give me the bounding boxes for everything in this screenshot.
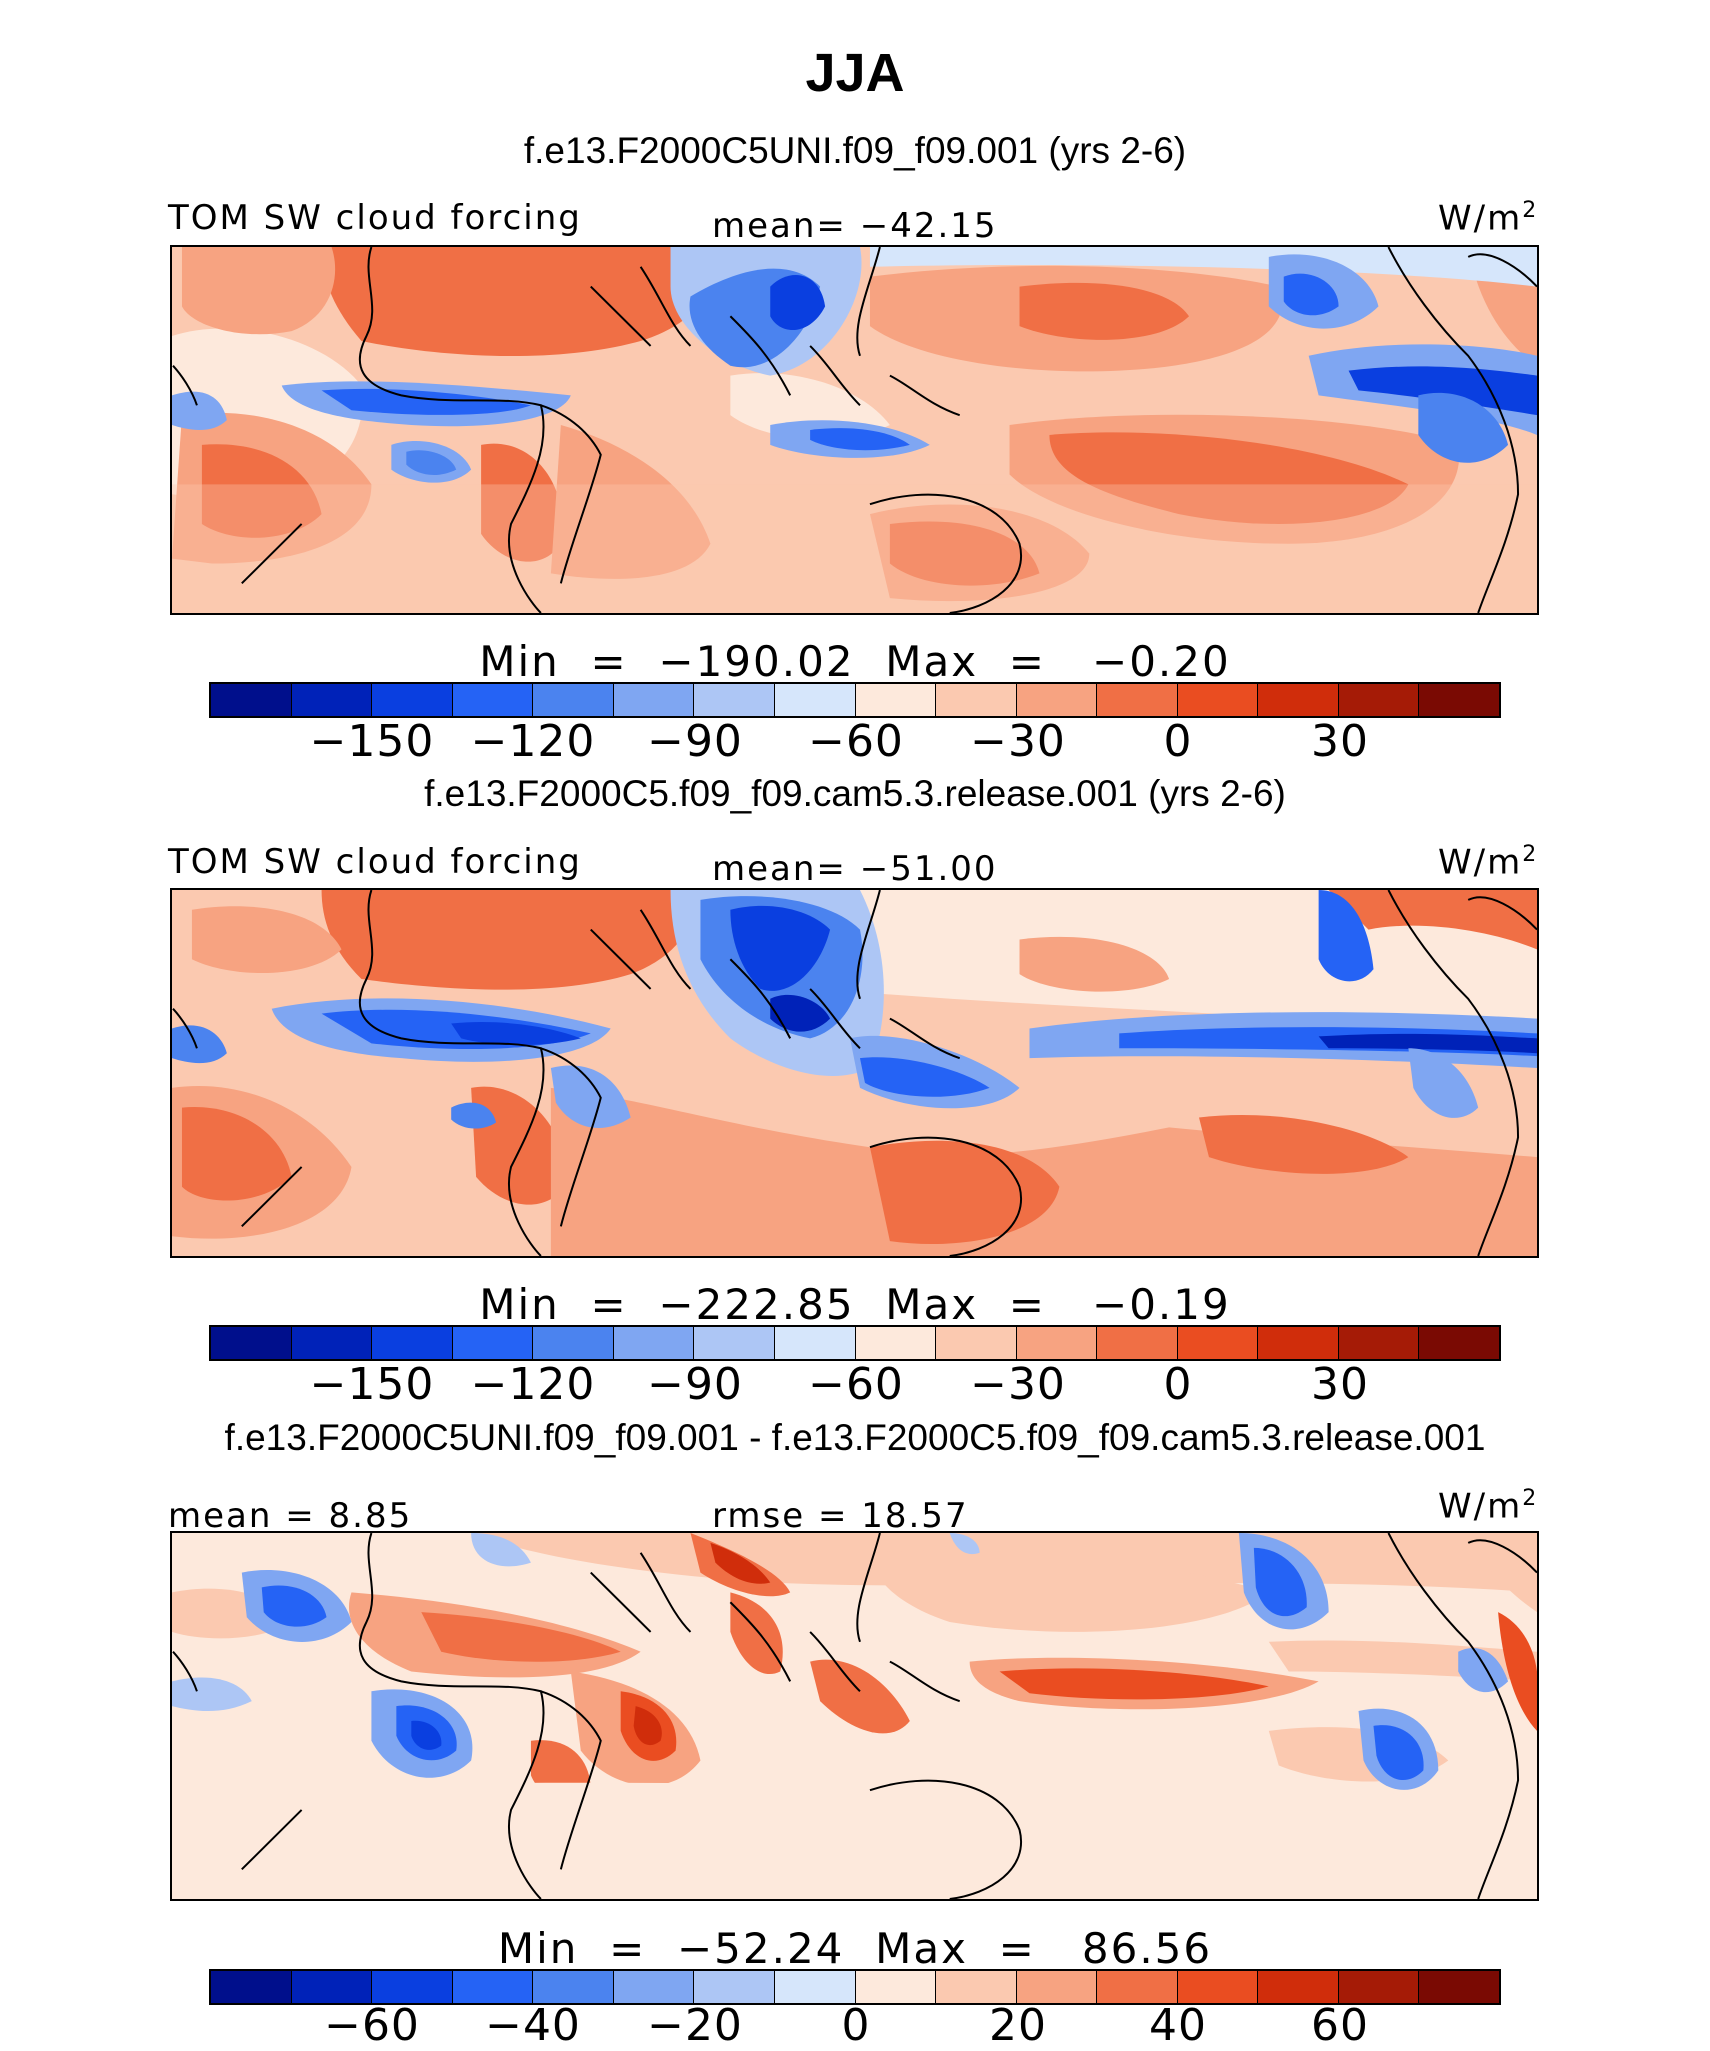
panel-3-tick: 40 — [1149, 2000, 1207, 2051]
panel-2-min-max: Min = −222.85 Max = −0.19 — [479, 1280, 1231, 1329]
colorbar-swatch — [936, 684, 1017, 716]
panel-3-min-max: Min = −52.24 Max = 86.56 — [497, 1924, 1213, 1973]
panel-1-tick: −90 — [647, 716, 743, 767]
colorbar-swatch — [1097, 1327, 1178, 1359]
colorbar-swatch — [1177, 1971, 1259, 2003]
panel-3-tick: 60 — [1311, 2000, 1369, 2051]
colorbar-swatch — [291, 1327, 373, 1359]
colorbar-swatch — [291, 1971, 373, 2003]
colorbar-swatch — [211, 1971, 292, 2003]
colorbar-swatch — [533, 1971, 614, 2003]
panel-2-units: W/m2 — [1438, 842, 1539, 883]
colorbar-swatch — [1097, 1971, 1178, 2003]
panel-3-tick: −20 — [647, 2000, 743, 2051]
panel-2-tick: 0 — [1163, 1359, 1193, 1410]
panel-2-tick: 30 — [1311, 1359, 1369, 1410]
panel-2-mean-label: mean= −51.00 — [712, 849, 998, 889]
colorbar-swatch — [1338, 1971, 1420, 2003]
panel-2-tick: −150 — [309, 1359, 435, 1410]
panel-1-units: W/m2 — [1438, 198, 1539, 239]
colorbar-swatch — [1338, 684, 1420, 716]
panel-2-tick: −120 — [470, 1359, 596, 1410]
colorbar-swatch — [613, 1971, 695, 2003]
panel-1-map-field — [172, 247, 1537, 613]
panel-1-min-max: Min = −190.02 Max = −0.20 — [479, 637, 1231, 686]
panel-2-tick: −60 — [808, 1359, 904, 1410]
panel-3-map-field — [172, 1533, 1537, 1899]
colorbar-swatch — [774, 1327, 856, 1359]
panel-3-tick: −40 — [485, 2000, 581, 2051]
colorbar-swatch — [452, 1327, 534, 1359]
panel-3-rmse-label: rmse = 18.57 — [712, 1496, 969, 1536]
colorbar-swatch — [774, 1971, 856, 2003]
colorbar-swatch — [1016, 1971, 1098, 2003]
colorbar-swatch — [694, 684, 775, 716]
panel-3-units: W/m2 — [1438, 1486, 1539, 1527]
colorbar-swatch — [1258, 684, 1339, 716]
colorbar-swatch — [372, 684, 453, 716]
colorbar-swatch — [936, 1327, 1017, 1359]
colorbar-swatch — [774, 684, 856, 716]
panel-1-tick: −30 — [970, 716, 1066, 767]
panel-1-case-title: f.e13.F2000C5UNI.f09_f09.001 (yrs 2-6) — [523, 130, 1187, 171]
panel-2-tick: −30 — [970, 1359, 1066, 1410]
colorbar-swatch — [372, 1971, 453, 2003]
panel-3-map — [170, 1531, 1539, 1901]
colorbar-swatch — [855, 1327, 937, 1359]
panel-1-variable-label: TOM SW cloud forcing — [168, 198, 582, 238]
colorbar-swatch — [1016, 1327, 1098, 1359]
panel-2-colorbar — [209, 1325, 1501, 1361]
colorbar-swatch — [1419, 684, 1499, 716]
panel-1-map — [170, 245, 1539, 615]
panel-1-tick: 0 — [1163, 716, 1193, 767]
colorbar-swatch — [533, 684, 614, 716]
colorbar-swatch — [533, 1327, 614, 1359]
panel-2-map — [170, 888, 1539, 1258]
page-title: JJA — [805, 43, 905, 103]
panel-1-tick: −120 — [470, 716, 596, 767]
panel-3-colorbar — [209, 1969, 1501, 2005]
panel-3-case-title: f.e13.F2000C5UNI.f09_f09.001 - f.e13.F20… — [224, 1417, 1486, 1458]
panel-2-tick: −90 — [647, 1359, 743, 1410]
colorbar-swatch — [1419, 1327, 1499, 1359]
colorbar-swatch — [613, 1327, 695, 1359]
panel-1-mean-label: mean= −42.15 — [712, 206, 998, 246]
colorbar-swatch — [1419, 1971, 1499, 2003]
panel-3-mean-label: mean = 8.85 — [168, 1496, 413, 1536]
colorbar-swatch — [1016, 684, 1098, 716]
colorbar-swatch — [613, 684, 695, 716]
panel-3-tick: 0 — [841, 2000, 871, 2051]
panel-1-tick: −150 — [309, 716, 435, 767]
colorbar-swatch — [452, 1971, 534, 2003]
panel-1-tick: 30 — [1311, 716, 1369, 767]
colorbar-swatch — [372, 1327, 453, 1359]
colorbar-swatch — [855, 684, 937, 716]
colorbar-swatch — [1258, 1327, 1339, 1359]
colorbar-swatch — [694, 1327, 775, 1359]
panel-3-tick: 20 — [989, 2000, 1047, 2051]
panel-2-variable-label: TOM SW cloud forcing — [168, 842, 582, 882]
panel-2-case-title: f.e13.F2000C5.f09_f09.cam5.3.release.001… — [424, 773, 1286, 814]
colorbar-swatch — [855, 1971, 937, 2003]
colorbar-swatch — [694, 1971, 775, 2003]
colorbar-swatch — [1177, 1327, 1259, 1359]
panel-1-colorbar — [209, 682, 1501, 718]
colorbar-swatch — [211, 1327, 292, 1359]
panel-1-tick: −60 — [808, 716, 904, 767]
colorbar-swatch — [936, 1971, 1017, 2003]
colorbar-swatch — [1258, 1971, 1339, 2003]
colorbar-swatch — [452, 684, 534, 716]
panel-2-map-field — [172, 890, 1537, 1256]
colorbar-swatch — [211, 684, 292, 716]
colorbar-swatch — [1177, 684, 1259, 716]
colorbar-swatch — [291, 684, 373, 716]
colorbar-swatch — [1097, 684, 1178, 716]
panel-3-tick: −60 — [324, 2000, 420, 2051]
colorbar-swatch — [1338, 1327, 1420, 1359]
